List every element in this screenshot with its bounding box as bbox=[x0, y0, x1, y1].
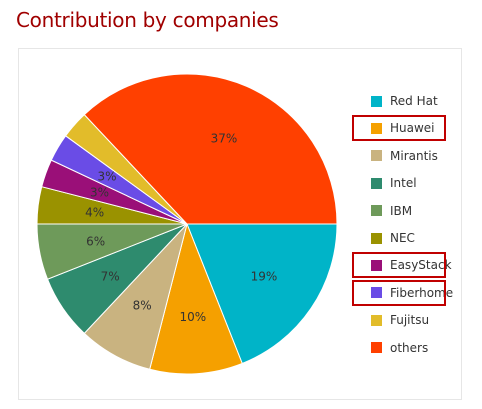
legend-item-huawei[interactable]: Huawei bbox=[371, 120, 435, 136]
slice-label-easystack: 3% bbox=[90, 186, 109, 200]
page-title: Contribution by companies bbox=[16, 8, 279, 32]
slice-label-huawei: 10% bbox=[179, 310, 206, 324]
legend-label: Intel bbox=[390, 176, 417, 191]
slice-label-ibm: 6% bbox=[86, 234, 105, 248]
pie-slice-red-hat[interactable] bbox=[186, 223, 338, 365]
legend-label: Red Hat bbox=[390, 94, 438, 108]
legend-item-nec[interactable]: NEC bbox=[371, 230, 415, 246]
legend-item-easystack[interactable]: EasyStack bbox=[371, 257, 452, 273]
legend-label: IBM bbox=[390, 203, 413, 218]
legend-item-red-hat[interactable]: Red Hat bbox=[371, 93, 438, 109]
legend-swatch bbox=[371, 150, 382, 162]
legend-label: Fiberhome bbox=[390, 285, 454, 300]
legend-label: EasyStack bbox=[390, 258, 452, 273]
legend-swatch bbox=[371, 95, 382, 107]
legend-item-fujitsu[interactable]: Fujitsu bbox=[371, 312, 429, 328]
legend-item-ibm[interactable]: IBM bbox=[371, 203, 412, 219]
legend-swatch bbox=[371, 205, 382, 217]
legend-label: Fujitsu bbox=[390, 313, 430, 328]
slice-label-red-hat: 19% bbox=[251, 269, 278, 283]
chart-panel bbox=[18, 48, 462, 400]
legend-swatch bbox=[371, 314, 382, 326]
slice-label-nec: 4% bbox=[85, 205, 104, 219]
slice-label-intel: 7% bbox=[101, 269, 120, 283]
legend-label: NEC bbox=[390, 231, 415, 245]
legend-label: Mirantis bbox=[390, 148, 438, 163]
slice-label-fiberhome: 3% bbox=[97, 170, 116, 184]
legend-swatch bbox=[371, 342, 382, 354]
legend-swatch bbox=[371, 232, 382, 244]
legend-item-others[interactable]: others bbox=[371, 340, 428, 356]
pie-slice-others[interactable] bbox=[83, 73, 338, 225]
legend-swatch bbox=[371, 287, 382, 299]
legend-label: Huawei bbox=[390, 121, 435, 136]
legend-swatch bbox=[371, 177, 382, 189]
slice-label-others: 37% bbox=[211, 132, 238, 146]
legend-item-fiberhome[interactable]: Fiberhome bbox=[371, 285, 453, 301]
legend-item-intel[interactable]: Intel bbox=[371, 175, 417, 191]
legend-item-mirantis[interactable]: Mirantis bbox=[371, 148, 438, 164]
legend-swatch bbox=[371, 122, 382, 134]
legend-label: others bbox=[390, 340, 429, 355]
slice-label-mirantis: 8% bbox=[133, 299, 152, 313]
pie-slice-huawei[interactable] bbox=[149, 222, 243, 375]
legend-swatch bbox=[371, 259, 382, 271]
